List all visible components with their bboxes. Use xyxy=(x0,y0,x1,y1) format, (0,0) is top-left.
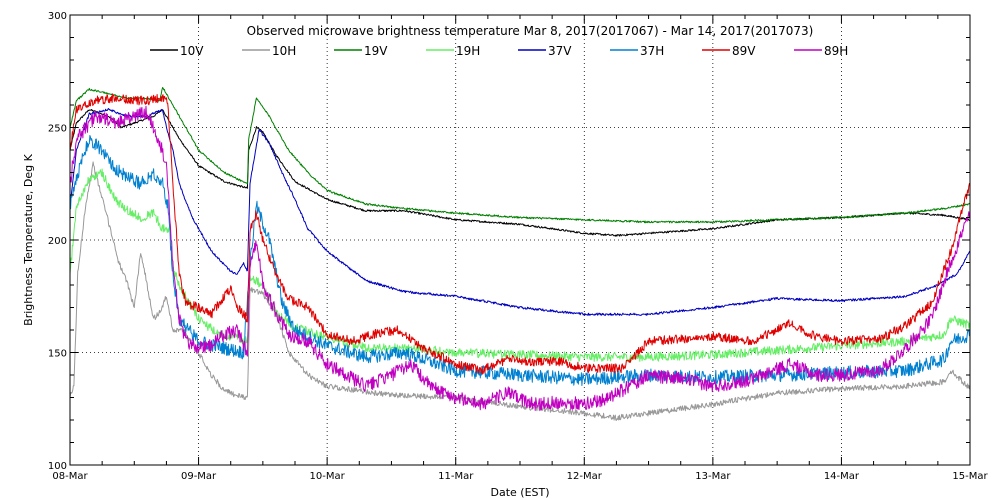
chart-title: Observed microwave brightness temperatur… xyxy=(247,24,814,38)
x-axis-label: Date (EST) xyxy=(490,486,549,499)
series-line-19h xyxy=(69,168,971,362)
grid-lines xyxy=(70,15,970,465)
legend-label: 19H xyxy=(456,44,480,58)
x-tick-label: 12-Mar xyxy=(567,471,603,482)
legend: 10V 10H 19V 19H 37V 37H 89V 89H xyxy=(150,44,848,58)
y-axis-label: Brightness Temperature, Deg K xyxy=(22,153,35,325)
series-line-89v xyxy=(69,93,971,375)
series-line-19v xyxy=(69,87,971,224)
x-tick-label: 10-Mar xyxy=(310,471,346,482)
legend-label: 89V xyxy=(732,44,756,58)
x-tick-label: 11-Mar xyxy=(438,471,474,482)
x-tick-label: 13-Mar xyxy=(695,471,731,482)
series-line-10h xyxy=(69,161,971,421)
x-tick-label: 08-Mar xyxy=(52,471,88,482)
legend-label: 89H xyxy=(824,44,848,58)
x-tick-label: 14-Mar xyxy=(824,471,860,482)
legend-label: 10V xyxy=(180,44,204,58)
legend-label: 37V xyxy=(548,44,572,58)
y-tick-label: 250 xyxy=(48,124,67,135)
y-tick-label: 200 xyxy=(48,236,67,247)
series-line-37v xyxy=(69,108,971,316)
y-tick-label: 100 xyxy=(48,461,67,472)
x-tick-label: 15-Mar xyxy=(952,471,988,482)
x-tick-label: 09-Mar xyxy=(181,471,217,482)
legend-label: 37H xyxy=(640,44,664,58)
y-tick-label: 150 xyxy=(48,349,67,360)
legend-label: 19V xyxy=(364,44,388,58)
series-line-89h xyxy=(69,105,971,411)
axis-ticks: 08-Mar 09-Mar 10-Mar 11-Mar 12-Mar 13-Mar 14-M… xyxy=(48,11,989,482)
legend-label: 10H xyxy=(272,44,296,58)
series-lines xyxy=(69,87,971,421)
y-tick-label: 300 xyxy=(48,11,67,22)
